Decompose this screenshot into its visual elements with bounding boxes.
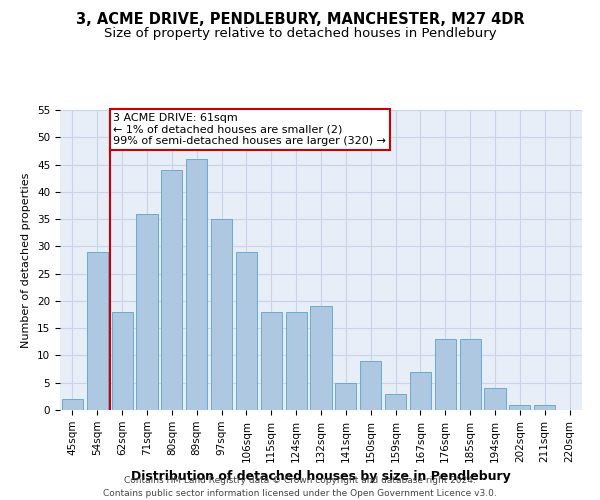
Bar	[186, 159, 207, 410]
Y-axis label: Number of detached properties: Number of detached properties	[22, 172, 31, 348]
Bar	[385, 394, 406, 410]
Text: Size of property relative to detached houses in Pendlebury: Size of property relative to detached ho…	[104, 28, 496, 40]
Text: 3 ACME DRIVE: 61sqm
← 1% of detached houses are smaller (2)
99% of semi-detached: 3 ACME DRIVE: 61sqm ← 1% of detached hou…	[113, 112, 386, 146]
Bar	[236, 252, 257, 410]
Bar	[286, 312, 307, 410]
Bar	[435, 339, 456, 410]
Bar	[62, 399, 83, 410]
Bar	[509, 404, 530, 410]
Bar	[112, 312, 133, 410]
Text: 3, ACME DRIVE, PENDLEBURY, MANCHESTER, M27 4DR: 3, ACME DRIVE, PENDLEBURY, MANCHESTER, M…	[76, 12, 524, 28]
Bar	[211, 219, 232, 410]
Text: Contains HM Land Registry data © Crown copyright and database right 2024.
Contai: Contains HM Land Registry data © Crown c…	[103, 476, 497, 498]
Bar	[360, 361, 381, 410]
Bar	[310, 306, 332, 410]
Bar	[410, 372, 431, 410]
Bar	[261, 312, 282, 410]
Bar	[534, 404, 555, 410]
Bar	[161, 170, 182, 410]
Bar	[335, 382, 356, 410]
X-axis label: Distribution of detached houses by size in Pendlebury: Distribution of detached houses by size …	[131, 470, 511, 483]
Bar	[136, 214, 158, 410]
Bar	[87, 252, 108, 410]
Bar	[460, 339, 481, 410]
Bar	[484, 388, 506, 410]
